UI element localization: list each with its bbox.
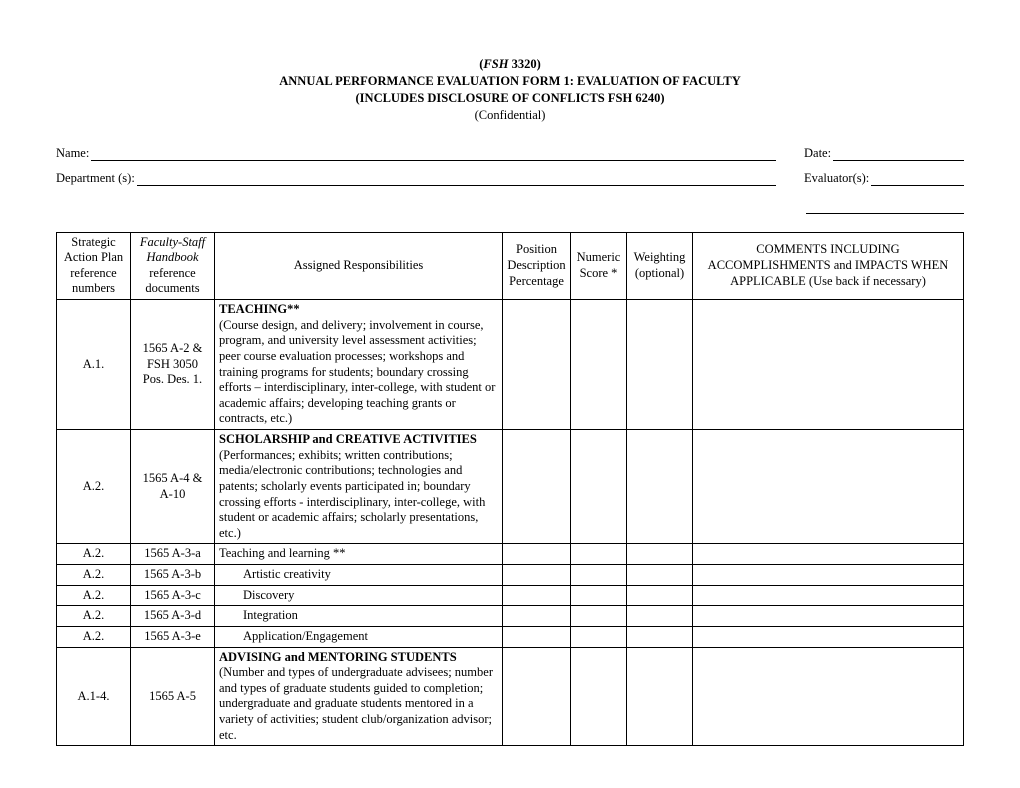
cell-position[interactable] — [503, 544, 571, 565]
cell-comments[interactable] — [693, 565, 964, 586]
cell-weight[interactable] — [627, 565, 693, 586]
col-handbook: Faculty-Staff Handbook reference documen… — [131, 232, 215, 300]
form-code: (FSH 3320) — [56, 56, 964, 73]
cell-weight[interactable] — [627, 544, 693, 565]
cell-score[interactable] — [571, 647, 627, 746]
cell-score[interactable] — [571, 585, 627, 606]
cell-strategic: A.1-4. — [57, 647, 131, 746]
cell-weight[interactable] — [627, 647, 693, 746]
cell-position[interactable] — [503, 430, 571, 544]
cell-handbook: 1565 A-3-b — [131, 565, 215, 586]
table-row: A.2.1565 A-4 & A-10SCHOLARSHIP and CREAT… — [57, 430, 964, 544]
department-label: Department (s): — [56, 171, 135, 186]
col-weight: Weighting (optional) — [627, 232, 693, 300]
cell-score[interactable] — [571, 544, 627, 565]
cell-weight[interactable] — [627, 430, 693, 544]
cell-assigned: Integration — [215, 606, 503, 627]
cell-comments[interactable] — [693, 585, 964, 606]
col-assigned: Assigned Responsibilities — [215, 232, 503, 300]
table-row: A.2.1565 A-3-eApplication/Engagement — [57, 626, 964, 647]
cell-assigned: Teaching and learning ** — [215, 544, 503, 565]
cell-strategic: A.1. — [57, 300, 131, 430]
cell-handbook: 1565 A-3-e — [131, 626, 215, 647]
table-header-row: Strategic Action Plan reference numbers … — [57, 232, 964, 300]
cell-handbook: 1565 A-5 — [131, 647, 215, 746]
cell-weight[interactable] — [627, 606, 693, 627]
form-title: ANNUAL PERFORMANCE EVALUATION FORM 1: EV… — [56, 73, 964, 90]
col-strategic: Strategic Action Plan reference numbers — [57, 232, 131, 300]
table-row: A.1.1565 A-2 & FSH 3050 Pos. Des. 1.TEAC… — [57, 300, 964, 430]
cell-strategic: A.2. — [57, 626, 131, 647]
cell-strategic: A.2. — [57, 430, 131, 544]
cell-comments[interactable] — [693, 647, 964, 746]
evaluator-label: Evaluator(s): — [804, 171, 869, 186]
form-fields: Name: Date: Department (s): Evaluator(s)… — [56, 146, 964, 214]
department-input-line[interactable] — [137, 172, 776, 186]
evaluation-table: Strategic Action Plan reference numbers … — [56, 232, 964, 747]
date-input-line[interactable] — [833, 147, 964, 161]
cell-assigned: ADVISING and MENTORING STUDENTS(Number a… — [215, 647, 503, 746]
cell-comments[interactable] — [693, 430, 964, 544]
col-position: Position Description Percentage — [503, 232, 571, 300]
cell-weight[interactable] — [627, 300, 693, 430]
evaluator-extra-line[interactable] — [804, 200, 964, 214]
evaluator-input-line[interactable] — [871, 172, 964, 186]
cell-handbook: 1565 A-3-c — [131, 585, 215, 606]
cell-weight[interactable] — [627, 585, 693, 606]
table-row: A.2.1565 A-3-aTeaching and learning ** — [57, 544, 964, 565]
cell-handbook: 1565 A-4 & A-10 — [131, 430, 215, 544]
cell-score[interactable] — [571, 606, 627, 627]
cell-score[interactable] — [571, 565, 627, 586]
cell-comments[interactable] — [693, 626, 964, 647]
cell-strategic: A.2. — [57, 606, 131, 627]
name-label: Name: — [56, 146, 89, 161]
cell-assigned: Discovery — [215, 585, 503, 606]
cell-score[interactable] — [571, 300, 627, 430]
form-confidential: (Confidential) — [56, 107, 964, 124]
cell-assigned: Artistic creativity — [215, 565, 503, 586]
cell-assigned: SCHOLARSHIP and CREATIVE ACTIVITIES(Perf… — [215, 430, 503, 544]
cell-score[interactable] — [571, 626, 627, 647]
table-row: A.2.1565 A-3-dIntegration — [57, 606, 964, 627]
cell-position[interactable] — [503, 585, 571, 606]
date-label: Date: — [804, 146, 831, 161]
cell-position[interactable] — [503, 626, 571, 647]
table-row: A.2.1565 A-3-bArtistic creativity — [57, 565, 964, 586]
table-row: A.1-4.1565 A-5ADVISING and MENTORING STU… — [57, 647, 964, 746]
form-header: (FSH 3320) ANNUAL PERFORMANCE EVALUATION… — [56, 56, 964, 124]
cell-strategic: A.2. — [57, 585, 131, 606]
cell-comments[interactable] — [693, 606, 964, 627]
table-row: A.2.1565 A-3-cDiscovery — [57, 585, 964, 606]
cell-weight[interactable] — [627, 626, 693, 647]
cell-position[interactable] — [503, 606, 571, 627]
cell-comments[interactable] — [693, 300, 964, 430]
cell-position[interactable] — [503, 647, 571, 746]
col-score: Numeric Score * — [571, 232, 627, 300]
cell-position[interactable] — [503, 300, 571, 430]
cell-strategic: A.2. — [57, 565, 131, 586]
cell-strategic: A.2. — [57, 544, 131, 565]
cell-handbook: 1565 A-2 & FSH 3050 Pos. Des. 1. — [131, 300, 215, 430]
cell-handbook: 1565 A-3-a — [131, 544, 215, 565]
form-subtitle: (INCLUDES DISCLOSURE OF CONFLICTS FSH 62… — [56, 90, 964, 107]
cell-comments[interactable] — [693, 544, 964, 565]
cell-handbook: 1565 A-3-d — [131, 606, 215, 627]
cell-assigned: Application/Engagement — [215, 626, 503, 647]
cell-assigned: TEACHING**(Course design, and delivery; … — [215, 300, 503, 430]
col-comments: COMMENTS INCLUDING ACCOMPLISHMENTS and I… — [693, 232, 964, 300]
name-input-line[interactable] — [91, 147, 776, 161]
cell-position[interactable] — [503, 565, 571, 586]
cell-score[interactable] — [571, 430, 627, 544]
